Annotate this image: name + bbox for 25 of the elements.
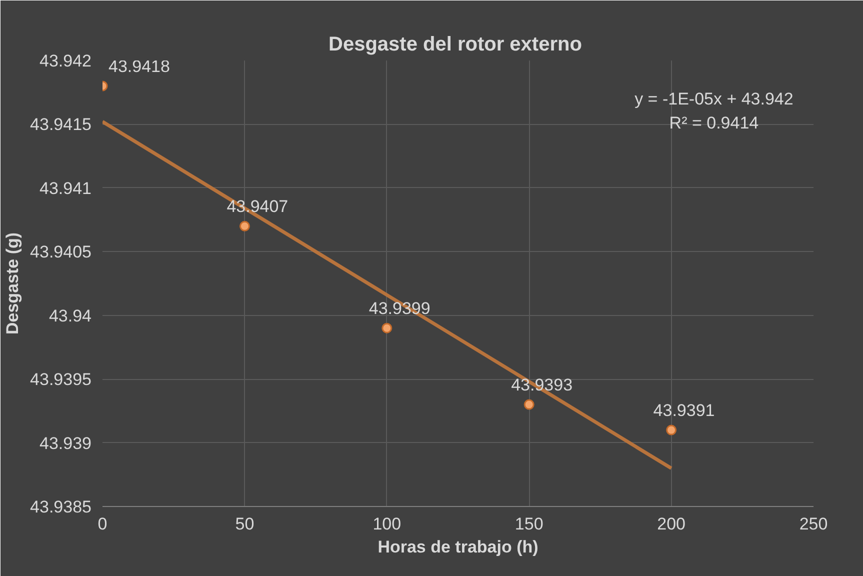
- point: [524, 399, 534, 410]
- y-tick-label: 43.9405: [30, 242, 92, 262]
- chart-title: Desgaste del rotor externo: [328, 34, 582, 56]
- x-tick-label: 100: [372, 514, 402, 534]
- x-tick-label: 0: [98, 514, 108, 534]
- data-label: 43.9391: [653, 401, 715, 420]
- y-tick-label: 43.9395: [30, 370, 92, 390]
- point: [382, 322, 392, 334]
- y-tick-label: 43.939: [40, 434, 92, 453]
- annotation: y = -1E-05x + 43.942: [634, 90, 794, 108]
- y-tick-label: 43.941: [40, 178, 92, 198]
- y-axis-title: Desgaste (g): [3, 232, 22, 335]
- data-label: 43.9418: [108, 56, 170, 76]
- x-tick-label: 150: [514, 514, 544, 534]
- x-tick-label: 50: [235, 514, 254, 534]
- annotation: R² = 0.9414: [669, 114, 759, 132]
- y-tick-label: 43.94: [48, 306, 92, 326]
- x-tick-label: 200: [657, 514, 686, 534]
- x-tick-label: 250: [799, 514, 828, 534]
- y-tick-label: 43.942: [40, 52, 92, 70]
- y-tick-label: 43.9385: [30, 498, 92, 516]
- y-tick-label: 43.9415: [30, 115, 92, 134]
- x-axis-title: Horas de trabajo (h): [378, 538, 538, 556]
- point: [666, 424, 677, 436]
- point: [239, 220, 250, 232]
